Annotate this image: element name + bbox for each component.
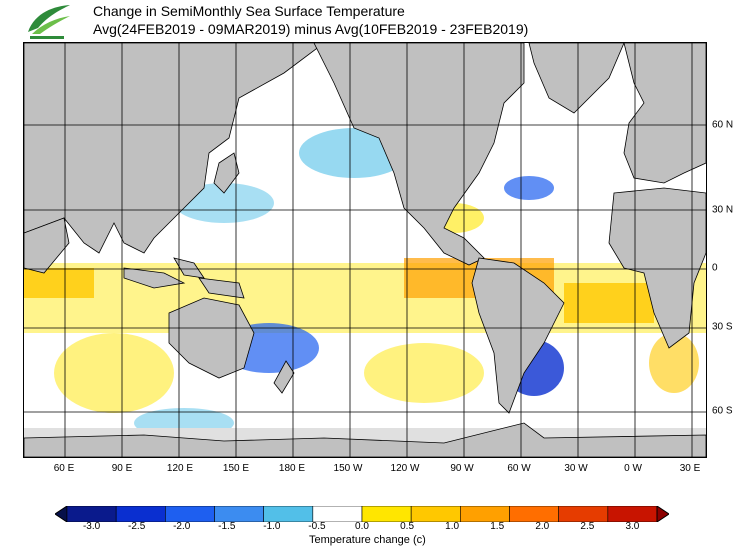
map-title: Change in SemiMonthly Sea Surface Temper…	[93, 3, 405, 19]
lon-label: 30 E	[679, 463, 701, 474]
land-masses	[24, 43, 706, 457]
colorbar-tick-label: 2.5	[580, 521, 595, 532]
colorbar-segment	[607, 506, 658, 522]
lon-label: 0 W	[624, 463, 642, 474]
lat-label: 30 N	[712, 204, 734, 216]
lon-label: 30 W	[564, 463, 588, 474]
colorbar-segment	[410, 506, 461, 522]
graticule	[24, 43, 706, 457]
lat-label: 60 S	[712, 405, 733, 417]
lon-label: 150 W	[333, 463, 363, 474]
colorbar-tick-label: 2.0	[535, 521, 550, 532]
map-subtitle: Avg(24FEB2019 - 09MAR2019) minus Avg(10F…	[93, 21, 529, 37]
lon-label: 90 W	[450, 463, 474, 474]
colorbar-segment	[460, 506, 510, 522]
colorbar-segment	[66, 506, 117, 522]
colorbar-tick-label: -3.0	[82, 521, 101, 532]
leaf-logo-icon	[28, 5, 70, 39]
lat-label: 30 S	[712, 321, 733, 333]
lon-label: 180 E	[278, 463, 306, 474]
sst-change-map	[23, 42, 707, 458]
colorbar-tick-label: -0.5	[308, 521, 326, 532]
colorbar-tick-label: 0.5	[400, 521, 415, 532]
colorbar-tick-label: 0.0	[355, 521, 369, 532]
colorbar-tick-label: -1.5	[218, 521, 236, 532]
lon-label: 60 W	[507, 463, 531, 474]
colorbar-tick-label: 3.0	[625, 521, 640, 532]
colorbar-over-arrow	[656, 506, 669, 522]
colorbar-segment	[558, 506, 609, 522]
colorbar-segment	[312, 506, 363, 522]
colorbar-tick-label: 1.5	[490, 521, 505, 532]
colorbar-tick-label: -2.0	[173, 521, 191, 532]
colorbar-segment	[361, 506, 412, 522]
colorbar-label: Temperature change (c)	[309, 534, 426, 546]
colorbar-tick-label: 1.0	[445, 521, 460, 532]
colorbar-segment	[115, 506, 166, 522]
colorbar-tick-label: -2.5	[128, 521, 146, 532]
colorbar	[55, 506, 669, 522]
colorbar-tick-label: -1.0	[263, 521, 281, 532]
colorbar-segment	[509, 506, 559, 522]
colorbar-segment	[165, 506, 215, 522]
lat-label: 60 N	[712, 119, 734, 131]
colorbar-segment	[214, 506, 264, 522]
lon-label: 120 E	[166, 463, 194, 474]
colorbar-under-arrow	[55, 506, 68, 522]
lat-label: 0	[712, 262, 718, 274]
lon-label: 120 W	[390, 463, 420, 474]
lon-label: 60 E	[53, 463, 75, 474]
lon-label: 150 E	[222, 463, 250, 474]
colorbar-segment	[263, 506, 314, 522]
lon-label: 90 E	[111, 463, 133, 474]
